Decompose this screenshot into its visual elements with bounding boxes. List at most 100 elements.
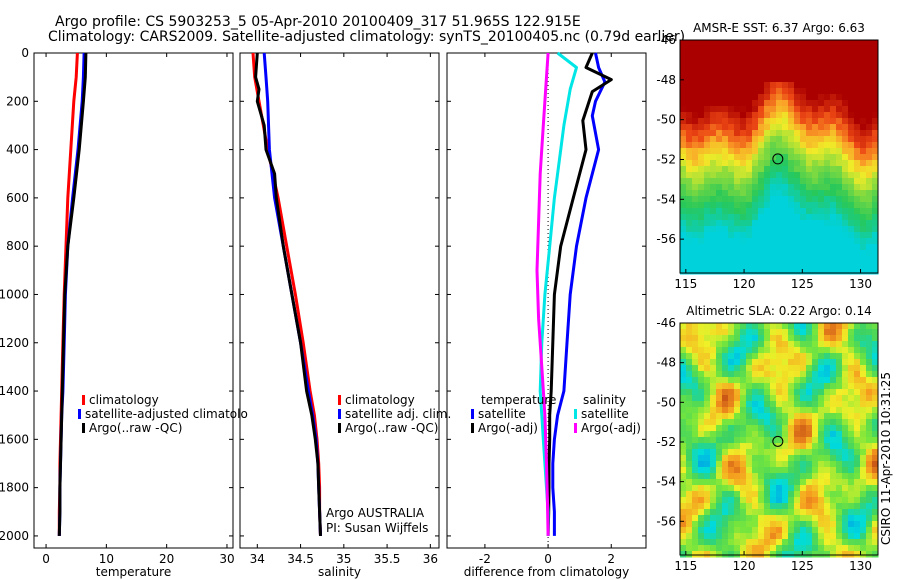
map-cell [770,353,777,360]
map-cell [830,407,837,414]
map-cell [704,425,711,432]
map-cell [698,214,705,221]
map-cell [728,395,735,402]
map-cell [722,190,729,197]
map-cell [818,443,825,450]
sst-map-cells [680,40,879,275]
map-cell [788,196,795,203]
map-cell [860,148,867,155]
map-cell [842,118,849,125]
map-cell [830,130,837,137]
map-cell [836,202,843,209]
map-cell [794,479,801,486]
map-cell [722,202,729,209]
map-cell [734,551,741,558]
map-cell [776,262,783,269]
map-cell [800,148,807,155]
map-cell [806,485,813,492]
map-cell [854,208,861,215]
map-cell [776,238,783,245]
map-cell [776,184,783,191]
map-cell [818,124,825,131]
map-cell [800,323,807,330]
map-cell [806,118,813,125]
map-cell [770,359,777,366]
map-cell [680,419,687,426]
y-tick-label: 1800 [0,481,29,495]
map-cell [704,250,711,257]
map-cell [686,250,693,257]
map-cell [818,437,825,444]
map-cell [752,106,759,113]
map-cell [710,232,717,239]
map-cell [752,46,759,53]
map-cell [740,40,747,47]
map-cell [728,142,735,149]
map-cell [836,256,843,263]
map-cell [866,365,873,372]
map-cell [794,58,801,65]
map-cell [722,383,729,390]
map-cell [782,64,789,71]
map-cell [698,226,705,233]
map-cell [872,256,879,263]
map-cell [686,106,693,113]
map-cell [794,491,801,498]
map-cell [752,527,759,534]
map-cell [830,220,837,227]
map-cell [692,106,699,113]
map-cell [800,395,807,402]
map-cell [872,220,879,227]
map-cell [812,479,819,486]
map-cell [872,527,879,534]
map-cell [800,46,807,53]
map-cell [800,70,807,77]
map-cell [764,515,771,522]
map-cell [794,395,801,402]
map-cell [752,341,759,348]
map-cell [686,226,693,233]
map-cell [758,521,765,528]
map-cell [848,407,855,414]
map-cell [746,551,753,558]
map-cell [758,419,765,426]
map-cell [728,226,735,233]
map-cell [746,407,753,414]
map-cell [782,82,789,89]
map-cell [704,467,711,474]
map-cell [794,467,801,474]
map-cell [818,323,825,330]
map-cell [872,395,879,402]
map-cell [776,64,783,71]
map-cell [734,184,741,191]
map-cell [728,383,735,390]
map-cell [692,449,699,456]
map-cell [758,190,765,197]
map-cell [806,515,813,522]
map-cell [830,383,837,390]
map-cell [806,551,813,558]
map-cell [728,64,735,71]
map-cell [860,371,867,378]
map-cell [728,485,735,492]
map-cell [764,437,771,444]
map-cell [842,509,849,516]
map-cell [776,214,783,221]
map-cell [860,58,867,65]
map-cell [818,353,825,360]
legend-diff-sal-satellite-swatch [574,409,577,419]
map-cell [716,238,723,245]
header-line-1: Argo profile: CS 5903253_5 05-Apr-2010 2… [55,14,581,30]
map-cell [836,419,843,426]
map-cell [698,40,705,47]
map-cell [680,226,687,233]
map-cell [704,94,711,101]
map-cell [770,142,777,149]
map-cell [680,347,687,354]
map-cell [704,353,711,360]
map-cell [698,497,705,504]
map-cell [686,395,693,402]
map-cell [716,160,723,167]
map-cell [680,497,687,504]
map-cell [782,509,789,516]
